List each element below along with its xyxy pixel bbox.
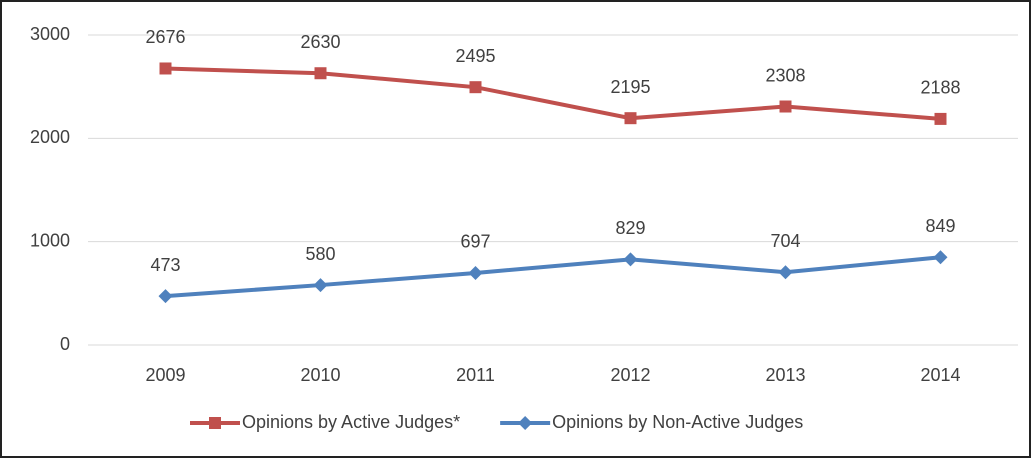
marker (518, 416, 533, 430)
marker (623, 252, 638, 267)
x-tick-label: 2011 (456, 365, 495, 385)
data-label: 849 (925, 216, 955, 236)
data-label: 2195 (610, 77, 650, 97)
data-label: 473 (150, 255, 180, 275)
marker (624, 112, 637, 125)
data-label: 2188 (920, 78, 960, 98)
data-label: 580 (305, 244, 335, 264)
marker (933, 250, 948, 265)
data-label: 697 (460, 232, 490, 252)
y-tick-label: 1000 (30, 230, 70, 250)
x-tick-label: 2010 (300, 365, 340, 385)
y-tick-label: 2000 (30, 127, 70, 147)
marker (469, 81, 482, 94)
marker (314, 67, 327, 80)
series-line (165, 66, 941, 121)
x-tick-label: 2009 (145, 365, 185, 385)
data-label: 829 (615, 218, 645, 238)
x-tick-label: 2012 (610, 365, 650, 385)
data-label: 2676 (145, 27, 185, 47)
y-tick-label: 3000 (30, 24, 70, 44)
series-line (165, 255, 941, 299)
marker (159, 62, 172, 75)
legend-label: Opinions by Active Judges* (242, 412, 460, 432)
marker (313, 278, 328, 293)
data-label: 2495 (455, 46, 495, 66)
x-tick-label: 2013 (765, 365, 805, 385)
legend-label: Opinions by Non-Active Judges (552, 412, 803, 432)
y-tick-label: 0 (60, 334, 70, 354)
marker (778, 265, 793, 280)
marker (158, 289, 173, 304)
marker (468, 265, 483, 280)
data-label: 2308 (765, 65, 805, 85)
marker (209, 417, 221, 429)
data-label: 704 (770, 231, 800, 251)
marker (779, 100, 792, 113)
marker (934, 112, 947, 125)
x-tick-label: 2014 (920, 365, 960, 385)
data-label: 2630 (300, 32, 340, 52)
